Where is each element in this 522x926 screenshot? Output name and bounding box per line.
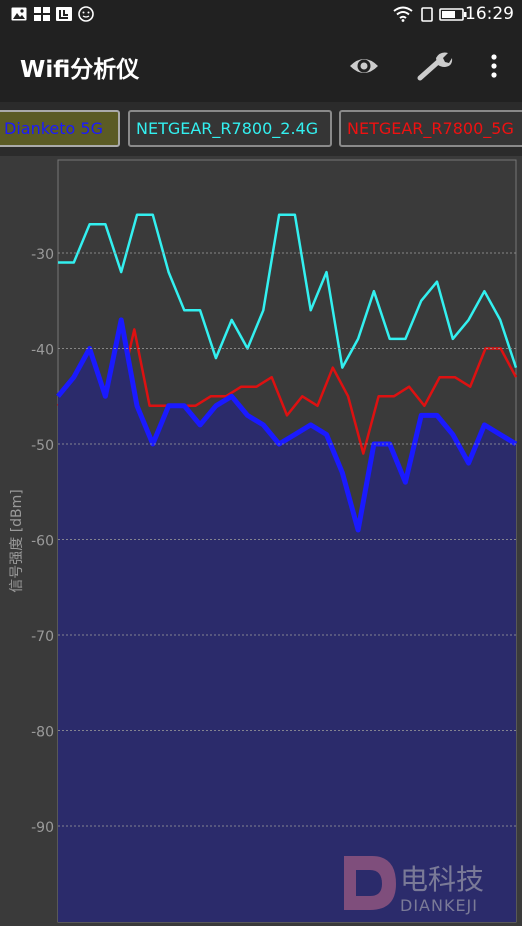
status-bar: 16:29 bbox=[0, 0, 522, 30]
wifi-icon bbox=[393, 6, 413, 22]
y-axis-label: 信号强度 [dBm] bbox=[9, 489, 25, 593]
watermark-shape-inner bbox=[356, 870, 382, 896]
app-bar: Wifi分析仪 bbox=[0, 30, 522, 102]
signal-chart-svg: -30 -40 -50 -60 -70 -80 -90 信号强度 [dBm] 电科技DIANKE… bbox=[9, 159, 518, 923]
tab-network-3[interactable]: NETGEAR_R7800_5G bbox=[339, 110, 522, 147]
sim-icon bbox=[421, 7, 433, 22]
image-icon bbox=[11, 7, 27, 21]
series-fill-3 bbox=[58, 319, 516, 922]
eye-icon[interactable] bbox=[348, 54, 380, 78]
more-vert-icon[interactable] bbox=[490, 54, 498, 80]
y-tick-label: -90 bbox=[31, 820, 54, 836]
watermark-en: DIANKEJI bbox=[400, 896, 478, 915]
tab-network-2[interactable]: NETGEAR_R7800_2.4G bbox=[128, 110, 332, 147]
battery-icon bbox=[439, 8, 467, 21]
y-tick-label: -40 bbox=[31, 343, 54, 359]
wrench-icon[interactable] bbox=[416, 50, 454, 82]
series-line-2 bbox=[57, 328, 518, 455]
y-tick-label: -60 bbox=[31, 534, 54, 550]
signal-chart: -30 -40 -50 -60 -70 -80 -90 信号强度 [dBm] 电科技 DIANKE… bbox=[0, 156, 522, 926]
y-tick-label: -80 bbox=[31, 725, 54, 741]
network-tabs: Dianketo 5G NETGEAR_R7800_2.4G NETGEAR_R… bbox=[0, 102, 522, 156]
status-time: 16:29 bbox=[465, 4, 514, 24]
tab-network-1[interactable]: Dianketo 5G bbox=[0, 110, 120, 147]
apps-icon bbox=[34, 7, 50, 21]
notification-icon bbox=[56, 7, 72, 21]
y-tick-label: -30 bbox=[31, 247, 54, 263]
series-line-3 bbox=[56, 317, 518, 533]
y-tick-label: -50 bbox=[31, 438, 54, 454]
y-tick-label: -70 bbox=[31, 629, 54, 645]
watermark-cn: 电科技 bbox=[400, 863, 484, 896]
emoji-icon bbox=[78, 6, 94, 22]
series-line-1 bbox=[58, 213, 518, 369]
app-title: Wifi分析仪 bbox=[20, 57, 140, 83]
